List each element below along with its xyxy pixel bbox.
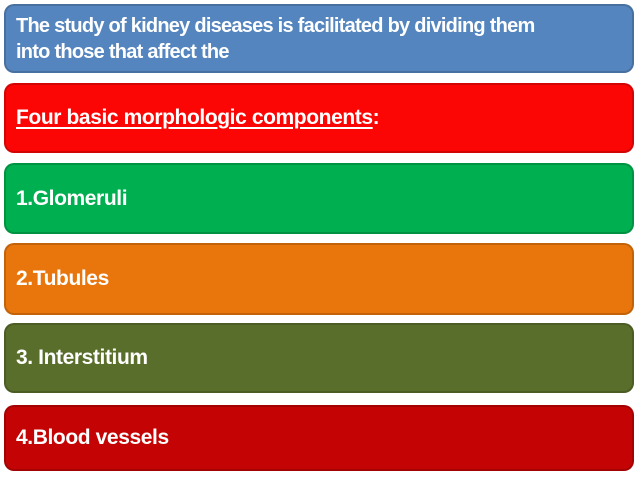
banner-glomeruli: 1.Glomeruli — [4, 163, 634, 234]
heading-label: Four basic morphologic components — [16, 106, 373, 129]
intro-line-2: into those that affect the — [16, 40, 229, 63]
banner-interstitium-label: 3. Interstitium — [16, 346, 148, 369]
banner-tubules-label: 2.Tubules — [16, 267, 109, 290]
banner-glomeruli-label: 1.Glomeruli — [16, 186, 128, 210]
heading-colon: : — [372, 106, 380, 129]
banner-interstitium: 3. Interstitium — [4, 323, 634, 393]
intro-line-1: The study of kidney diseases is facilita… — [16, 14, 535, 37]
heading-line: Four basic morphologic components: — [16, 106, 624, 130]
banner-blood-vessels: 4.Blood vessels — [4, 405, 634, 471]
banner-heading: Four basic morphologic components: — [4, 83, 634, 153]
banner-intro: The study of kidney diseases is facilita… — [4, 4, 634, 73]
banner-tubules: 2.Tubules — [4, 243, 634, 315]
banner-blood-vessels-label: 4.Blood vessels — [16, 426, 169, 449]
